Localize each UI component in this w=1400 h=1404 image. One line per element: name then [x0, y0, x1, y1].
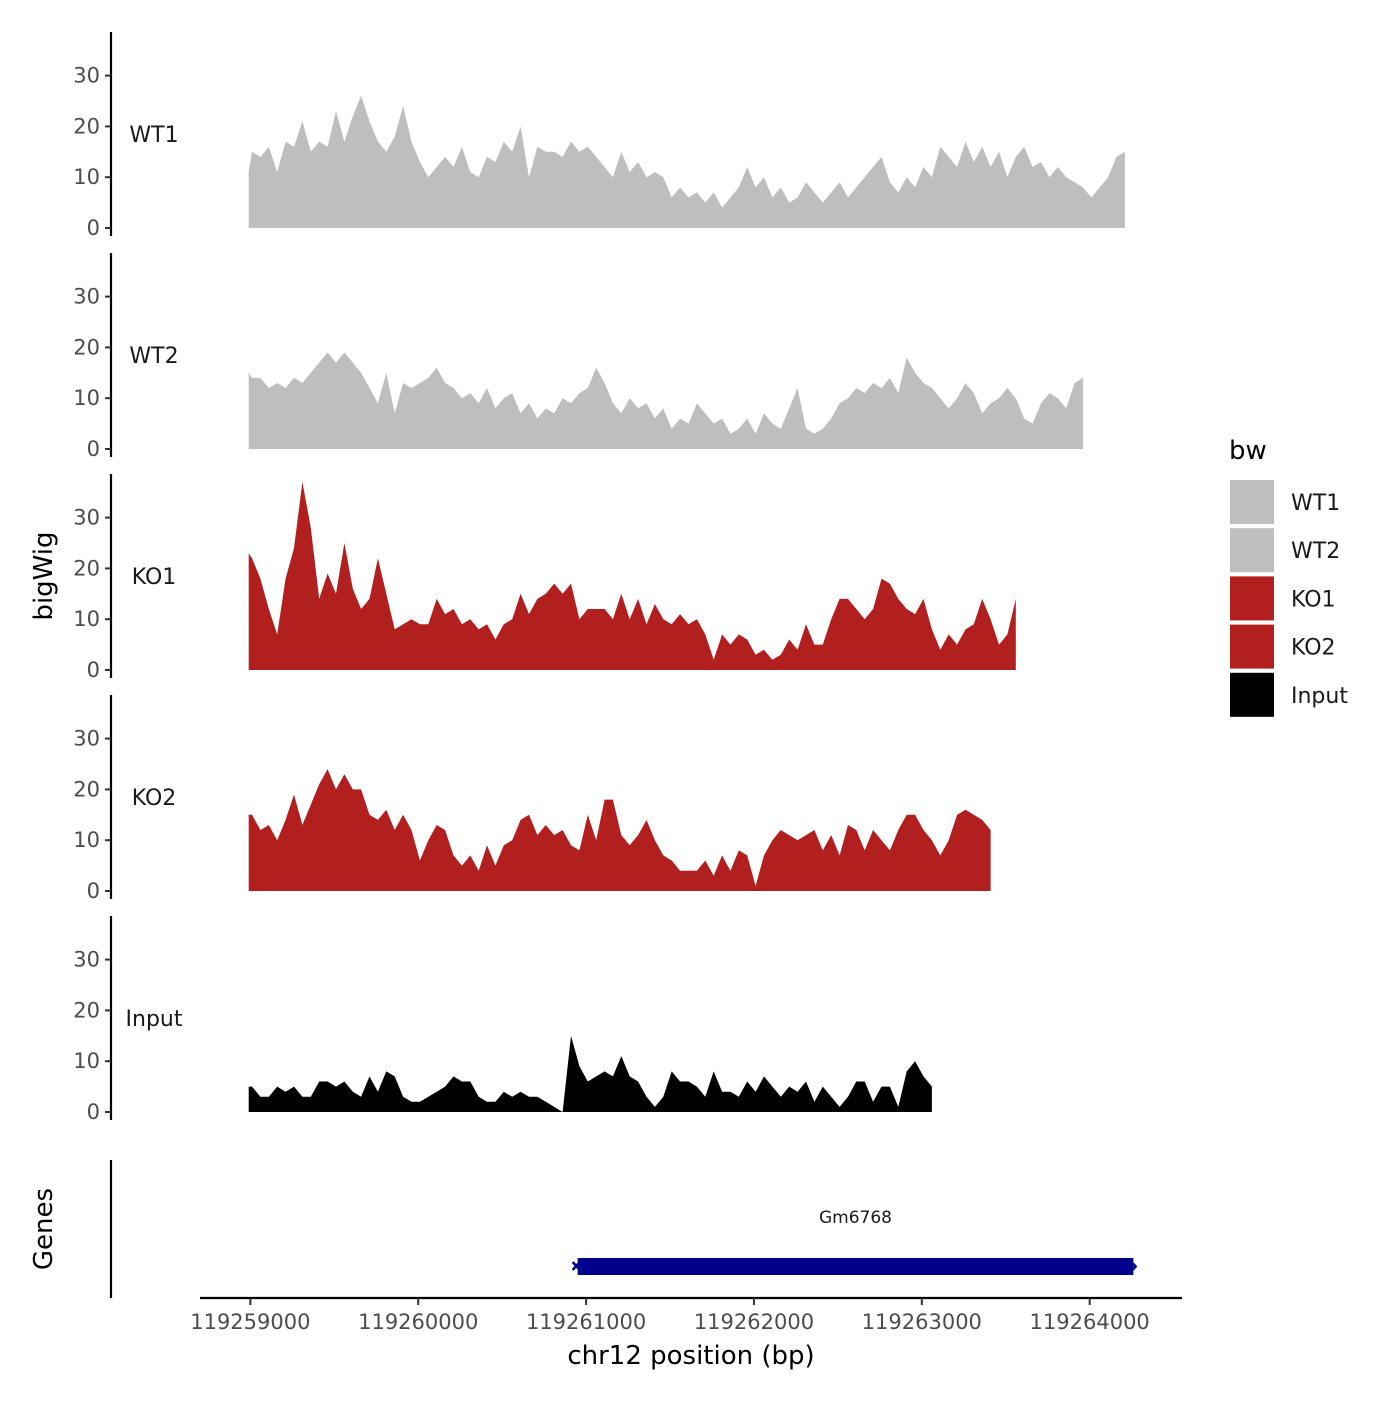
y-tick-label: 10 — [73, 607, 100, 631]
y-tick-label: 10 — [73, 828, 100, 852]
legend-label: WT1 — [1291, 491, 1340, 516]
y-tick-label: 0 — [87, 216, 100, 240]
y-tick-label: 0 — [87, 879, 100, 903]
x-tick-label: 119260000 — [358, 1310, 478, 1334]
y-tick-label: 30 — [73, 948, 100, 972]
legend-label: KO1 — [1291, 587, 1336, 612]
y-tick-label: 10 — [73, 1049, 100, 1073]
coverage-area-input — [248, 1035, 932, 1112]
coverage-area-wt1 — [248, 95, 1125, 229]
legend-label: WT2 — [1291, 539, 1340, 564]
legend-swatch-wt2 — [1230, 528, 1274, 573]
y-tick-label: 10 — [73, 386, 100, 410]
x-tick-label: 119259000 — [190, 1310, 310, 1334]
y-tick-label: 20 — [73, 777, 100, 801]
legend-label: KO2 — [1291, 636, 1336, 661]
gene-end-marker — [1133, 1262, 1138, 1271]
y-tick-label: 20 — [73, 114, 100, 138]
x-axis-title: chr12 position (bp) — [567, 1341, 814, 1371]
x-tick-label: 119261000 — [526, 1310, 646, 1334]
genes-axis-title: Genes — [29, 1188, 59, 1270]
y-tick-label: 30 — [73, 506, 100, 530]
y-tick-label: 30 — [73, 64, 100, 88]
legend-label: Input — [1291, 684, 1348, 709]
coverage-area-ko1 — [248, 482, 1016, 670]
y-tick-label: 20 — [73, 335, 100, 359]
y-tick-label: 10 — [73, 165, 100, 189]
y-tick-label: 0 — [87, 658, 100, 682]
y-tick-label: 30 — [73, 285, 100, 309]
x-tick-label: 119264000 — [1030, 1310, 1150, 1334]
track-label: WT2 — [129, 344, 178, 369]
x-tick-label: 119262000 — [694, 1310, 814, 1334]
y-tick-label: 20 — [73, 556, 100, 580]
gene-label: Gm6768 — [819, 1208, 892, 1228]
track-label: WT1 — [129, 123, 178, 148]
legend-swatch-ko2 — [1230, 624, 1274, 669]
legend-swatch-ko1 — [1230, 576, 1274, 621]
y-tick-label: 0 — [87, 1100, 100, 1124]
y-tick-label: 0 — [87, 437, 100, 461]
legend-swatch-wt1 — [1230, 480, 1274, 524]
track-label: Input — [126, 1007, 183, 1032]
y-axis-title: bigWig — [29, 531, 59, 620]
gene-start-marker — [571, 1261, 581, 1271]
coverage-area-ko2 — [248, 769, 991, 891]
y-tick-label: 30 — [73, 727, 100, 751]
legend-title: bw — [1229, 436, 1267, 466]
y-tick-label: 20 — [73, 998, 100, 1022]
coverage-area-wt2 — [248, 352, 1083, 449]
x-tick-label: 119263000 — [862, 1310, 982, 1334]
legend-swatch-input — [1230, 672, 1274, 717]
track-label: KO2 — [132, 786, 177, 811]
gene-body — [577, 1258, 1134, 1275]
track-label: KO1 — [132, 565, 177, 590]
